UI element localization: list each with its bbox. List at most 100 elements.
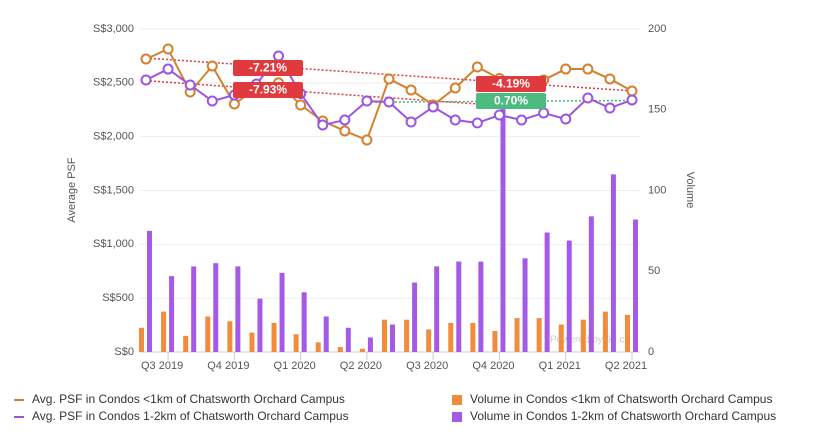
- point: [273, 50, 285, 62]
- badge: [233, 60, 303, 76]
- bar: [514, 318, 520, 352]
- legend-label: Volume in Condos 1-2km of Chatsworth Orc…: [470, 409, 776, 423]
- bar: [382, 319, 387, 352]
- bar: [367, 337, 373, 352]
- y-axis-title: Average PSF: [66, 157, 78, 223]
- bar: [315, 342, 321, 352]
- badge-label: 0.70%: [494, 94, 528, 108]
- point: [405, 116, 417, 128]
- bar: [183, 335, 189, 352]
- point: [493, 109, 505, 121]
- point: [383, 96, 395, 108]
- bar: [235, 266, 241, 352]
- bar: [191, 266, 197, 352]
- x-tick-label: Q1 2020: [274, 360, 316, 372]
- trendline: [145, 79, 522, 108]
- bar: [293, 334, 299, 352]
- x-tick-label: Q3 2019: [141, 360, 183, 372]
- bar: [147, 230, 152, 352]
- bar: [470, 322, 476, 352]
- bar: [404, 319, 410, 352]
- point: [339, 114, 351, 126]
- y-tick-label: S$3,000: [93, 23, 134, 35]
- y-tick-label: S$2,000: [93, 131, 134, 143]
- x-tick-label: Q2 2021: [605, 360, 647, 372]
- trendline: [145, 57, 633, 92]
- y2-tick-label: 150: [648, 104, 666, 116]
- bar: [139, 327, 144, 352]
- y2-tick-label: 50: [648, 265, 660, 277]
- badge-label: -4.19%: [492, 77, 530, 91]
- badge-label: -7.93%: [249, 83, 287, 97]
- y-tick-label: S$1,000: [93, 238, 134, 250]
- bar: [271, 322, 277, 352]
- point: [449, 82, 461, 94]
- bar: [169, 276, 175, 352]
- point: [383, 73, 395, 85]
- bar: [434, 266, 440, 352]
- bar: [625, 314, 630, 352]
- bar: [227, 321, 233, 352]
- bar: [580, 319, 586, 352]
- y2-axis-title: Volume: [684, 172, 696, 209]
- point: [228, 98, 240, 110]
- bar: [500, 106, 506, 353]
- bar: [588, 216, 594, 352]
- y-tick-label: S$2,500: [93, 77, 134, 89]
- point: [361, 95, 373, 107]
- bar: [426, 329, 432, 352]
- bar: [610, 174, 616, 352]
- y2-tick-label: 200: [648, 23, 666, 35]
- bar: [492, 331, 498, 352]
- bar: [448, 322, 454, 352]
- bar: [456, 261, 462, 352]
- point: [206, 60, 218, 72]
- bar: [478, 261, 484, 352]
- point: [140, 74, 152, 86]
- legend-label: Avg. PSF in Condos <1km of Chatsworth Or…: [32, 392, 345, 406]
- y-tick-label: S$0: [114, 346, 134, 358]
- point: [560, 63, 572, 75]
- bar: [566, 240, 572, 352]
- point: [140, 53, 152, 65]
- x-tick-label: Q3 2020: [406, 360, 448, 372]
- point: [206, 95, 218, 107]
- y-tick-label: S$1,500: [93, 184, 134, 196]
- point: [295, 99, 307, 111]
- bar: [161, 311, 167, 352]
- legend-label: Volume in Condos <1km of Chatsworth Orch…: [470, 392, 772, 406]
- y-tick-label: S$500: [102, 292, 134, 304]
- legend: Avg. PSF in Condos <1km of Chatsworth Or…: [14, 392, 776, 423]
- point: [516, 114, 528, 126]
- bar: [257, 298, 263, 352]
- point: [604, 102, 616, 114]
- point: [339, 125, 351, 137]
- bar: [359, 348, 365, 352]
- point: [471, 61, 483, 73]
- bar: [558, 324, 564, 352]
- point: [538, 107, 550, 119]
- point: [449, 114, 461, 126]
- legend-marker: [452, 412, 462, 422]
- bar: [536, 318, 542, 352]
- point: [626, 94, 638, 106]
- point: [405, 84, 417, 96]
- bar: [412, 282, 418, 352]
- bar: [279, 272, 285, 352]
- bar: [301, 292, 307, 352]
- y2-tick-label: 100: [648, 184, 666, 196]
- point: [162, 63, 174, 75]
- point: [582, 63, 594, 75]
- x-tick-label: Q4 2019: [207, 360, 249, 372]
- bar: [337, 347, 343, 352]
- bar: [205, 316, 211, 352]
- bar: [602, 311, 608, 352]
- point: [162, 43, 174, 55]
- bar: [213, 263, 219, 352]
- legend-label: Avg. PSF in Condos 1-2km of Chatsworth O…: [32, 409, 349, 423]
- point: [361, 134, 373, 146]
- x-tick-label: Q1 2021: [539, 360, 581, 372]
- point: [626, 85, 638, 97]
- bar: [522, 258, 528, 352]
